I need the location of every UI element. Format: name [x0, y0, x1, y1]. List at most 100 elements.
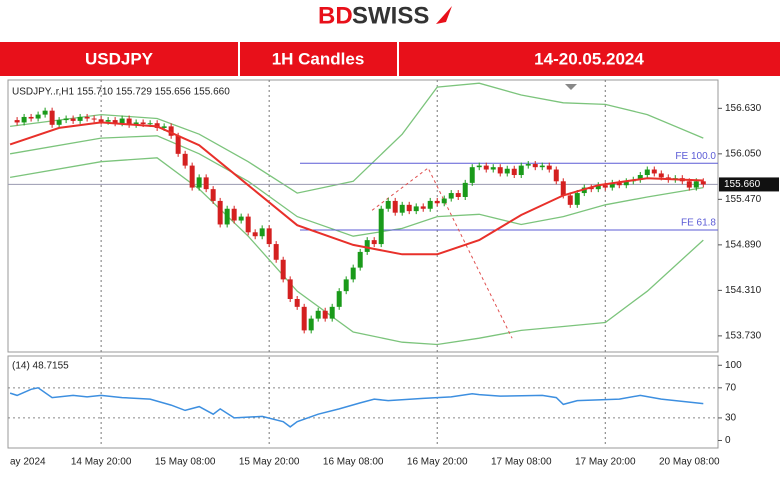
x-tick-label: 15 May 08:00	[155, 457, 216, 468]
candle	[231, 208, 237, 221]
x-tick-label: 16 May 20:00	[407, 457, 468, 468]
candle	[364, 240, 370, 252]
bollinger-band	[9, 135, 704, 237]
candle	[329, 306, 335, 319]
y-tick-label: 70	[725, 382, 737, 393]
candle	[378, 208, 384, 245]
candle	[133, 122, 139, 125]
candle	[553, 169, 559, 182]
fib-level-label: FE 61.8	[681, 218, 716, 229]
candle	[693, 181, 699, 188]
banner-text: 1H Candles	[272, 49, 365, 68]
x-tick-label: 16 May 08:00	[323, 457, 384, 468]
candle	[588, 187, 594, 190]
candle	[686, 181, 692, 188]
bollinger-band	[9, 157, 704, 346]
chart-info: USDJPY..r,H1 155.710 155.729 155.656 155…	[12, 87, 230, 98]
candle	[56, 120, 62, 125]
rsi-title: (14) 48.7155	[12, 361, 69, 372]
y-tick-label: 100	[725, 360, 742, 371]
fib-level-label: FE 100.0	[675, 151, 716, 162]
logo-swiss: SWISS	[352, 2, 429, 29]
candle	[539, 165, 545, 168]
candle	[287, 279, 293, 299]
candle	[371, 240, 377, 245]
candle	[413, 206, 419, 212]
x-tick-label: 15 May 20:00	[239, 457, 300, 468]
x-tick-label: 17 May 08:00	[491, 457, 552, 468]
candle	[49, 110, 55, 125]
candle	[350, 267, 356, 280]
candle	[462, 182, 468, 197]
candle	[14, 120, 20, 123]
candle	[700, 181, 706, 185]
candle	[518, 165, 524, 176]
candle	[427, 200, 433, 209]
moving-average	[9, 121, 704, 256]
x-tick-label: 14 May 20:00	[71, 457, 132, 468]
candle	[637, 175, 643, 180]
candle	[140, 122, 146, 125]
candle	[112, 120, 118, 124]
candle	[497, 167, 503, 174]
candle	[77, 116, 83, 121]
candle	[616, 182, 622, 186]
candle	[357, 251, 363, 268]
candle	[546, 165, 552, 170]
candle	[511, 168, 517, 176]
y-tick-label: 30	[725, 413, 737, 424]
candle	[91, 118, 97, 120]
candle	[210, 189, 216, 201]
candle	[273, 244, 279, 260]
candle	[84, 116, 90, 119]
candle	[651, 169, 657, 174]
candle	[644, 169, 650, 176]
candle	[469, 167, 475, 183]
candle	[168, 126, 174, 136]
candle	[280, 259, 286, 280]
candle	[385, 200, 391, 209]
candle	[434, 200, 440, 204]
candle	[525, 164, 531, 166]
candle	[455, 193, 461, 197]
candle	[490, 167, 496, 170]
logo-bd: BD	[318, 2, 353, 29]
candle	[392, 200, 398, 213]
y-tick-label: 156.050	[725, 148, 762, 159]
candle	[574, 193, 580, 205]
candle	[658, 173, 664, 178]
candle	[560, 181, 566, 196]
banner-box	[240, 42, 397, 76]
marker-triangle	[565, 84, 577, 90]
candle	[567, 195, 573, 205]
candle	[420, 206, 426, 209]
candle	[126, 118, 132, 125]
candle	[70, 118, 76, 121]
y-tick-label: 155.470	[725, 194, 762, 205]
price-tag: 155.660	[724, 179, 761, 190]
rsi-panel	[7, 355, 719, 449]
rsi-line	[9, 386, 704, 428]
candle	[161, 126, 167, 128]
candle	[308, 318, 314, 331]
x-tick-label: ay 2024	[10, 457, 46, 468]
candle	[252, 232, 258, 237]
banner-text: USDJPY	[85, 49, 154, 68]
candle	[322, 310, 328, 319]
candle	[448, 193, 454, 199]
y-tick-label: 153.730	[725, 331, 762, 342]
candle	[28, 116, 34, 119]
candle	[623, 181, 629, 186]
candle	[504, 168, 510, 174]
y-tick-label: 0	[725, 435, 731, 446]
candle	[42, 110, 48, 115]
candle	[245, 216, 251, 233]
candle	[399, 204, 405, 213]
x-tick-label: 20 May 08:00	[659, 457, 720, 468]
x-tick-label: 17 May 20:00	[575, 457, 636, 468]
banner-text: 14-20.05.2024	[534, 49, 644, 68]
y-tick-label: 156.630	[725, 103, 762, 114]
candle	[259, 228, 265, 237]
candle	[119, 118, 125, 124]
